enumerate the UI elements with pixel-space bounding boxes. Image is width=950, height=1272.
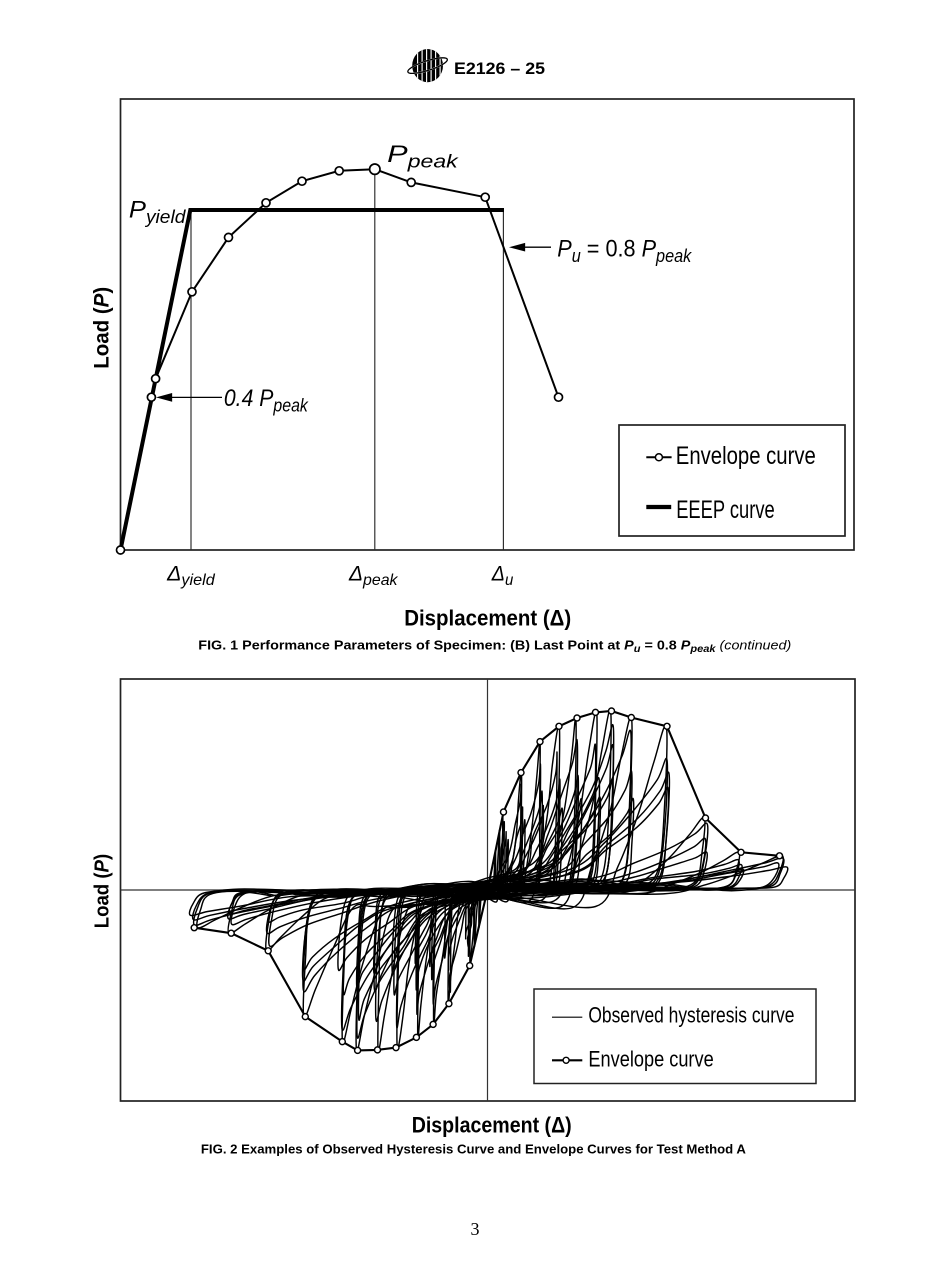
svg-text:FIG. 2 Examples of Observed Hy: FIG. 2 Examples of Observed Hysteresis C… [201,1142,747,1157]
svg-text:Δu: Δu [491,563,514,590]
svg-text:Envelope curve: Envelope curve [588,1047,713,1072]
svg-text:3: 3 [471,1219,480,1239]
svg-text:Displacement (Δ): Displacement (Δ) [412,1113,572,1138]
svg-text:EEEP curve: EEEP curve [676,496,775,524]
svg-text:0.4 Ppeak: 0.4 Ppeak [224,385,309,416]
svg-text:Pu = 0.8 Ppeak: Pu = 0.8 Ppeak [557,236,692,267]
svg-text:Ppeak: Ppeak [387,141,459,172]
svg-text:Envelope curve: Envelope curve [676,442,816,470]
svg-text:Pyield: Pyield [129,196,187,227]
svg-text:Δyield: Δyield [166,563,216,590]
svg-text:Observed hysteresis curve: Observed hysteresis curve [588,1002,794,1027]
svg-text:Load (P): Load (P) [91,287,114,369]
svg-text:Displacement (Δ): Displacement (Δ) [404,605,571,630]
svg-text:Δpeak: Δpeak [348,563,398,590]
svg-text:E2126 – 25: E2126 – 25 [454,59,545,78]
svg-text:FIG. 1 Performance Parameters: FIG. 1 Performance Parameters of Specime… [198,638,791,656]
svg-text:Load (P): Load (P) [92,854,114,929]
